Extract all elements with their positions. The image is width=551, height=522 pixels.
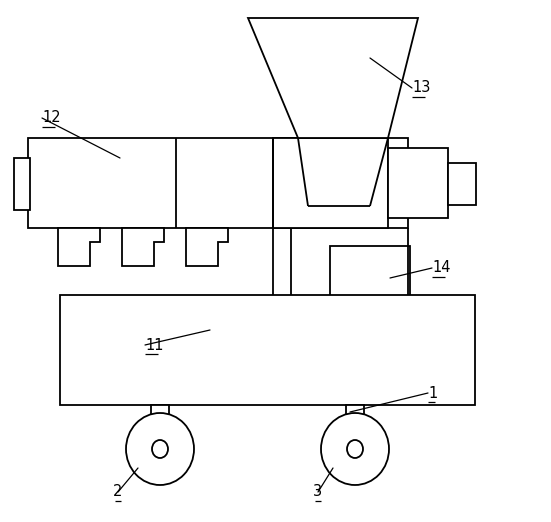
Bar [346, 405, 364, 419]
Ellipse shape [321, 413, 389, 485]
Bar [448, 163, 476, 205]
Bar [14, 158, 30, 210]
Text: 12: 12 [42, 111, 61, 125]
Text: 1: 1 [428, 386, 437, 400]
Text: 13: 13 [412, 80, 430, 96]
Bar [151, 405, 169, 419]
Ellipse shape [347, 440, 363, 458]
Polygon shape [186, 228, 228, 266]
Ellipse shape [152, 440, 168, 458]
Bar [330, 246, 410, 304]
Bar [388, 148, 448, 218]
Text: 14: 14 [432, 260, 451, 276]
Ellipse shape [126, 413, 194, 485]
Bar [273, 138, 388, 228]
Polygon shape [122, 228, 164, 266]
Text: 2: 2 [114, 484, 123, 500]
Polygon shape [248, 18, 418, 138]
Text: 11: 11 [145, 338, 164, 352]
Bar [28, 138, 408, 228]
Bar [60, 295, 475, 405]
Text: 3: 3 [314, 484, 322, 500]
Polygon shape [58, 228, 100, 266]
